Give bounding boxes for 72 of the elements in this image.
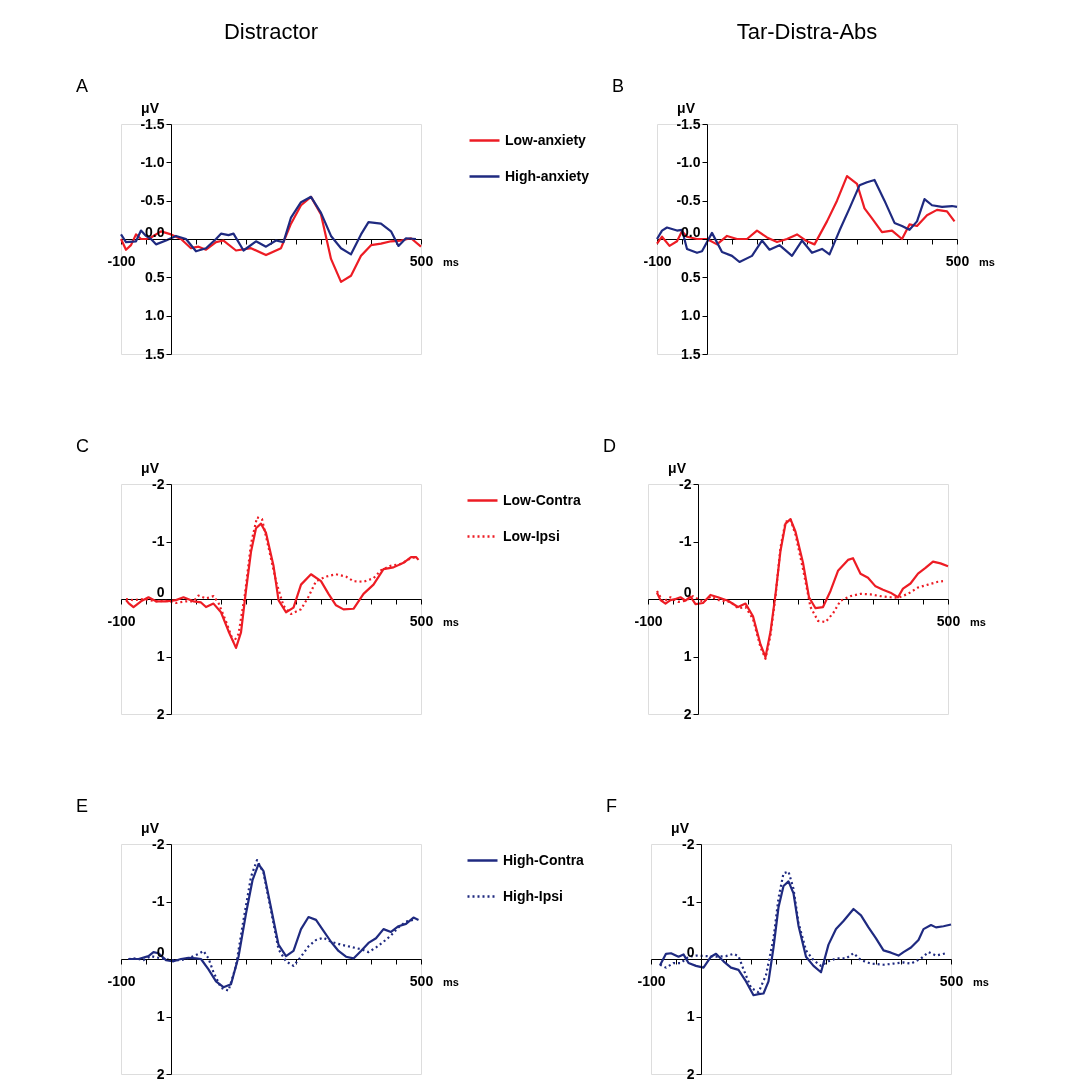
y-tick-label: 0 [156, 583, 165, 600]
legend-label: Low-anxiety [505, 131, 587, 148]
y-tick-label: -2 [679, 475, 692, 492]
legend-label: High-anxiety [505, 167, 590, 184]
y-tick-label: 1 [683, 648, 692, 664]
legend-label: Low-Contra [503, 491, 581, 508]
y-tick-label: 1 [156, 1008, 165, 1024]
y-axis-title: μV [671, 820, 690, 836]
x-tick-label: -100 [107, 252, 136, 269]
y-tick-label: -1 [152, 893, 165, 909]
y-axis-title: μV [141, 820, 160, 836]
x-tick-label: 500 [409, 972, 434, 989]
legend-label: Low-Ipsi [503, 527, 560, 544]
y-tick-label: 0.0 [681, 223, 701, 240]
y-tick-label: -1 [682, 893, 695, 909]
line-series [119, 195, 418, 256]
y-tick-label: 1 [686, 1008, 695, 1024]
y-tick-label: 1 [156, 648, 165, 664]
legend-label: High-Ipsi [503, 887, 563, 904]
text: A [76, 76, 89, 96]
y-tick-label: -2 [152, 475, 165, 492]
x-tick-label: -100 [637, 972, 666, 989]
x-axis-title: ms [973, 976, 989, 988]
y-tick-label: -1.5 [140, 115, 165, 132]
y-tick-label: 2 [683, 705, 692, 722]
y-tick-label: -1.0 [140, 153, 165, 170]
y-tick-label: 1.0 [145, 307, 165, 324]
y-tick-label: -1.0 [676, 153, 701, 170]
x-tick-label: 500 [939, 972, 964, 989]
y-tick-label: 2 [156, 1065, 165, 1082]
y-tick-label: 2 [686, 1065, 695, 1082]
text: F [606, 796, 617, 816]
y-tick-label: 0 [686, 943, 695, 960]
chart-title: Tar-Distra-Abs [736, 19, 878, 44]
y-tick-label: -1.5 [676, 115, 701, 132]
y-tick-label: 1.5 [681, 345, 701, 362]
y-tick-label: 0.5 [145, 268, 165, 285]
y-tick-label: 2 [156, 705, 165, 722]
text: C [76, 436, 89, 456]
chart-title: Distractor [223, 19, 319, 44]
x-tick-label: 500 [945, 252, 970, 269]
x-axis-title: ms [443, 616, 459, 628]
y-axis-title: μV [668, 460, 687, 476]
text: E [76, 796, 89, 816]
x-axis-title: ms [443, 976, 459, 988]
y-axis-title: μV [141, 100, 160, 116]
x-tick-label: -100 [107, 612, 136, 629]
x-tick-label: 500 [936, 612, 961, 629]
y-tick-label: -1 [152, 533, 165, 549]
x-axis-title: ms [443, 256, 459, 268]
x-axis-title: ms [979, 256, 995, 268]
x-tick-label: -100 [107, 972, 136, 989]
y-tick-label: -1 [679, 533, 692, 549]
x-tick-label: -100 [643, 252, 672, 269]
y-tick-label: 0.5 [681, 268, 701, 285]
y-tick-label: -2 [682, 835, 695, 852]
x-tick-label: -100 [634, 612, 663, 629]
y-tick-label: 1.0 [681, 307, 701, 324]
text: B [612, 76, 625, 96]
legend-label: High-Contra [503, 851, 585, 868]
x-tick-label: 500 [409, 612, 434, 629]
y-axis-title: μV [141, 460, 160, 476]
y-axis-title: μV [677, 100, 696, 116]
y-tick-label: -2 [152, 835, 165, 852]
y-tick-label: -0.5 [140, 192, 165, 209]
line-series [655, 175, 956, 247]
y-tick-label: 1.5 [145, 345, 165, 362]
y-tick-label: 0 [683, 583, 692, 600]
text: D [603, 436, 616, 456]
x-axis-title: ms [970, 616, 986, 628]
x-tick-label: 500 [409, 252, 434, 269]
y-tick-label: -0.5 [676, 192, 701, 209]
